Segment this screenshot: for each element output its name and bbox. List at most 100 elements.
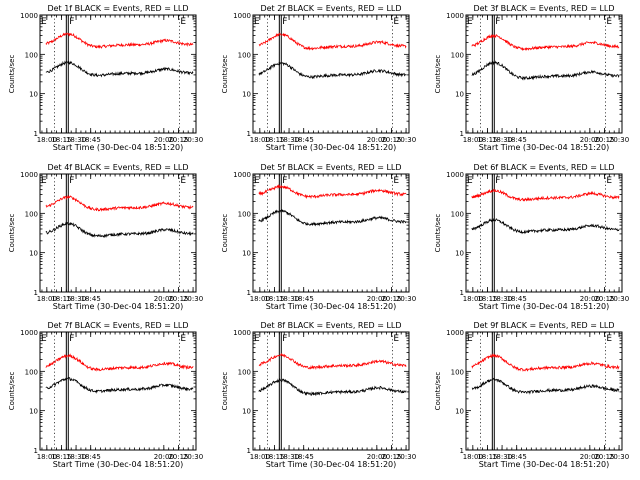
y-tick-label: 100 bbox=[238, 210, 251, 218]
x-axis-label: Start Time (30-Dec-04 18:51:20) bbox=[53, 302, 184, 311]
x-axis-label: Start Time (30-Dec-04 18:51:20) bbox=[479, 302, 610, 311]
y-tick-label: 1 bbox=[34, 289, 38, 297]
x-tick-label: 18:30 bbox=[279, 136, 299, 144]
y-axis-label: Counts/sec bbox=[221, 214, 229, 253]
x-tick-label: 18:30 bbox=[66, 295, 86, 303]
y-tick-label: 1000 bbox=[233, 171, 251, 179]
plot-frame bbox=[39, 331, 197, 451]
x-axis-label: Start Time (30-Dec-04 18:51:20) bbox=[479, 143, 610, 152]
x-tick-label: 20:30 bbox=[609, 136, 629, 144]
y-axis-label: Counts/sec bbox=[221, 372, 229, 411]
x-tick-label: 18:15 bbox=[264, 295, 284, 303]
x-tick-label: 20:15 bbox=[381, 136, 401, 144]
x-tick-label: 18:45 bbox=[507, 136, 527, 144]
lld-series-line bbox=[258, 352, 407, 371]
x-tick-label: 20:30 bbox=[609, 453, 629, 461]
x-tick-label: 18:30 bbox=[66, 453, 86, 461]
marker-label-e: E bbox=[467, 334, 473, 344]
y-axis-label: Counts/sec bbox=[221, 55, 229, 94]
x-tick-label: 18:45 bbox=[81, 136, 101, 144]
events-series-line bbox=[258, 209, 407, 227]
y-tick-label: 10 bbox=[242, 408, 251, 416]
y-tick-label: 1 bbox=[34, 130, 38, 138]
x-tick-label: 18:15 bbox=[264, 453, 284, 461]
y-tick-label: 1000 bbox=[20, 12, 38, 20]
detector-panel-8: Det 8f BLACK = Events, RED = LLD 1 10 100 10… bbox=[221, 321, 416, 469]
x-tick-label: 20:15 bbox=[168, 136, 188, 144]
x-tick-label: 20:15 bbox=[168, 295, 188, 303]
lld-series-line bbox=[471, 353, 620, 372]
x-tick-label: 20:00 bbox=[367, 453, 387, 461]
y-tick-label: 10 bbox=[29, 250, 38, 258]
y-tick-label: 100 bbox=[25, 210, 38, 218]
y-tick-label: 1 bbox=[247, 447, 251, 455]
x-tick-label: 18:00 bbox=[37, 136, 57, 144]
y-tick-label: 100 bbox=[238, 51, 251, 59]
marker-label-e: E bbox=[606, 17, 612, 27]
x-tick-label: 18:00 bbox=[250, 295, 270, 303]
x-tick-label: 20:30 bbox=[396, 295, 416, 303]
y-axis-label: Counts/sec bbox=[8, 372, 16, 411]
panel-title: Det 7f BLACK = Events, RED = LLD bbox=[47, 321, 188, 330]
marker-label-e: E bbox=[41, 334, 47, 344]
x-tick-label: 18:30 bbox=[279, 453, 299, 461]
marker-label-e: E bbox=[467, 176, 473, 186]
x-tick-label: 20:15 bbox=[594, 295, 614, 303]
x-tick-label: 20:30 bbox=[183, 453, 203, 461]
x-tick-label: 18:45 bbox=[81, 453, 101, 461]
x-tick-label: 18:30 bbox=[279, 295, 299, 303]
y-axis-label: Counts/sec bbox=[8, 55, 16, 94]
marker-label-e: E bbox=[606, 176, 612, 186]
detector-panel-2: Det 2f BLACK = Events, RED = LLD 1 10 100 10… bbox=[221, 4, 416, 152]
marker-label-f: F bbox=[69, 176, 74, 186]
x-axis-label: Start Time (30-Dec-04 18:51:20) bbox=[266, 143, 397, 152]
x-tick-label: 18:45 bbox=[294, 453, 314, 461]
y-tick-label: 10 bbox=[29, 408, 38, 416]
x-tick-label: 20:00 bbox=[154, 136, 174, 144]
marker-label-e: E bbox=[180, 334, 186, 344]
y-tick-label: 10 bbox=[29, 91, 38, 99]
x-tick-label: 18:00 bbox=[250, 453, 270, 461]
marker-label-e: E bbox=[180, 176, 186, 186]
marker-label-e: E bbox=[254, 176, 260, 186]
y-tick-label: 1 bbox=[460, 447, 464, 455]
events-series-line bbox=[45, 221, 194, 239]
x-tick-label: 18:00 bbox=[37, 295, 57, 303]
lld-series-line bbox=[45, 32, 194, 49]
plot-frame bbox=[39, 14, 197, 134]
y-tick-label: 100 bbox=[25, 368, 38, 376]
panel-title: Det 8f BLACK = Events, RED = LLD bbox=[260, 321, 401, 330]
y-tick-label: 10 bbox=[455, 408, 464, 416]
y-tick-label: 1000 bbox=[233, 329, 251, 337]
x-axis-label: Start Time (30-Dec-04 18:51:20) bbox=[53, 460, 184, 469]
x-tick-label: 18:00 bbox=[463, 136, 483, 144]
marker-label-e: E bbox=[393, 176, 399, 186]
detector-panel-7: Det 7f BLACK = Events, RED = LLD 1 10 100 10… bbox=[8, 321, 203, 469]
x-tick-label: 18:30 bbox=[492, 295, 512, 303]
x-tick-label: 18:15 bbox=[477, 453, 497, 461]
marker-label-e: E bbox=[41, 17, 47, 27]
x-tick-label: 18:30 bbox=[492, 136, 512, 144]
y-axis-label: Counts/sec bbox=[434, 55, 442, 94]
detector-panel-1: Det 1f BLACK = Events, RED = LLD 1 10 100 10… bbox=[8, 4, 203, 152]
plot-frame bbox=[465, 14, 623, 134]
marker-label-f: F bbox=[495, 334, 500, 344]
plot-frame bbox=[39, 173, 197, 293]
y-tick-label: 1 bbox=[34, 447, 38, 455]
marker-label-f: F bbox=[495, 176, 500, 186]
x-tick-label: 20:30 bbox=[183, 136, 203, 144]
plot-frame bbox=[465, 331, 623, 451]
x-tick-label: 20:00 bbox=[154, 453, 174, 461]
x-tick-label: 20:30 bbox=[396, 136, 416, 144]
x-tick-label: 20:15 bbox=[168, 453, 188, 461]
x-tick-label: 20:00 bbox=[367, 136, 387, 144]
panel-title: Det 6f BLACK = Events, RED = LLD bbox=[473, 163, 614, 172]
y-tick-label: 1000 bbox=[446, 171, 464, 179]
lld-series-line bbox=[258, 32, 407, 51]
y-tick-label: 10 bbox=[455, 250, 464, 258]
y-axis-label: Counts/sec bbox=[8, 214, 16, 253]
x-tick-label: 18:45 bbox=[294, 136, 314, 144]
lld-series-line bbox=[45, 353, 194, 372]
events-series-line bbox=[45, 60, 194, 78]
